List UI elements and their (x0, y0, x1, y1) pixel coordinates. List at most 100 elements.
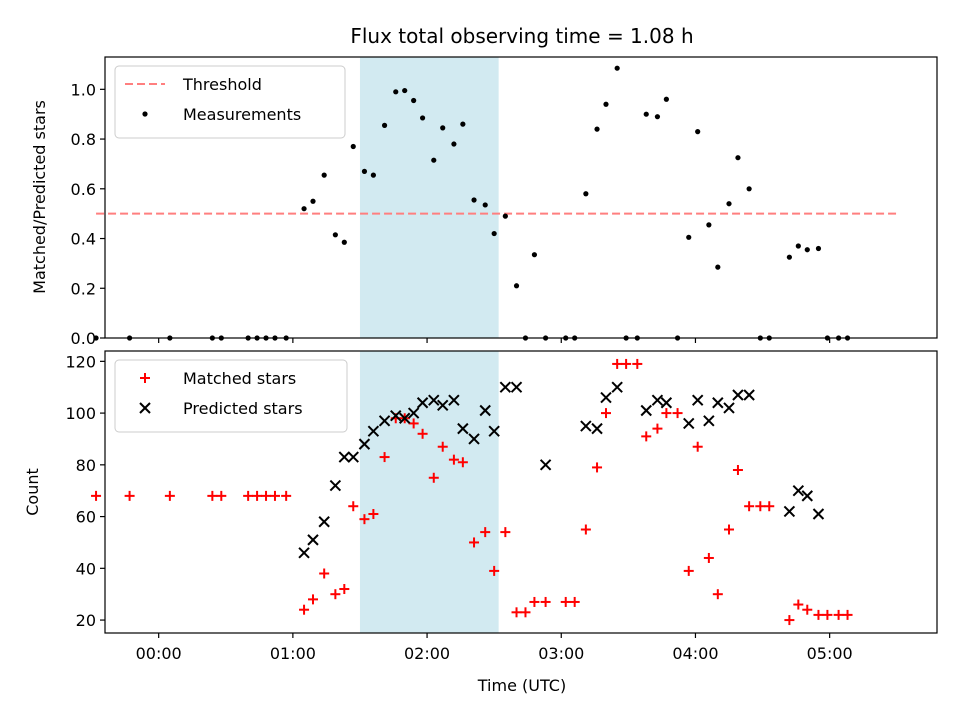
data-point (686, 234, 692, 240)
legend-swatch (142, 111, 148, 117)
data-point (91, 490, 102, 501)
plot-frame (104, 56, 938, 339)
x-tick-label: 04:00 (672, 644, 718, 663)
data-point (93, 335, 99, 341)
data-point (339, 584, 350, 595)
x-axis-label: Time (UTC) (477, 676, 566, 695)
data-point (417, 428, 428, 439)
data-point (600, 408, 611, 419)
chart-title: Flux total observing time = 1.08 h (350, 24, 693, 48)
data-point (510, 381, 523, 393)
data-point (431, 157, 437, 163)
data-point (124, 490, 135, 501)
data-point (338, 451, 351, 463)
data-point (724, 524, 734, 535)
data-point (298, 547, 310, 559)
y-tick-label: 0.2 (71, 279, 96, 298)
data-point (393, 89, 399, 95)
data-point (243, 490, 254, 501)
data-point (310, 198, 316, 204)
legend-entry: Matched stars (140, 369, 296, 388)
x-tick-label: 00:00 (136, 644, 182, 663)
data-point (457, 457, 468, 468)
data-point (469, 537, 480, 548)
data-point (308, 594, 318, 605)
data-point (281, 490, 292, 501)
observing-window-span (359, 57, 499, 338)
data-point (479, 404, 491, 417)
data-point (319, 568, 330, 579)
data-point (499, 381, 512, 393)
data-point (600, 391, 612, 404)
data-point (437, 441, 448, 452)
data-point (641, 431, 652, 442)
data-point (732, 389, 744, 401)
data-point (784, 615, 795, 626)
measurements-panel: 0.0 0.2 0.4 0.6 0.8 1.0 Threshold Measurements (71, 56, 938, 348)
data-point (164, 490, 175, 501)
data-point (390, 409, 402, 422)
data-point (448, 454, 459, 465)
data-point (520, 607, 531, 618)
data-point (764, 501, 775, 512)
data-point (812, 508, 825, 520)
data-point (368, 508, 379, 519)
data-point (416, 397, 429, 409)
data-point (651, 394, 664, 406)
plot-frame (104, 350, 938, 634)
data-point (672, 408, 683, 419)
data-point (621, 358, 632, 369)
data-point (703, 415, 715, 427)
legend-swatch (139, 402, 151, 414)
data-point (744, 501, 755, 512)
series-matched-stars (91, 358, 853, 626)
data-point (216, 490, 227, 501)
y-tick-label: 0.4 (71, 230, 96, 249)
data-point (695, 129, 701, 135)
data-point (379, 452, 390, 463)
data-point (712, 589, 723, 600)
data-point (307, 534, 319, 546)
data-point (802, 604, 813, 615)
data-point (743, 389, 755, 401)
data-point (341, 239, 347, 245)
legend-entry: Predicted stars (139, 399, 303, 418)
data-point (408, 418, 419, 429)
data-point (398, 412, 411, 424)
data-point (491, 230, 497, 237)
data-point (329, 479, 342, 492)
data-point (591, 422, 603, 435)
data-point (531, 252, 538, 258)
legend-swatch (140, 373, 150, 383)
data-point (402, 87, 408, 94)
data-point (511, 607, 522, 618)
data-point (663, 96, 669, 102)
data-point (361, 168, 368, 174)
data-point (594, 126, 600, 132)
data-point (580, 420, 592, 432)
data-point (792, 484, 805, 497)
data-point (419, 115, 426, 121)
legend-label: Predicted stars (183, 399, 303, 418)
legend: Matched stars Predicted stars (114, 359, 348, 433)
data-point (661, 408, 672, 419)
y-tick-label: 40 (76, 559, 96, 578)
data-point (715, 264, 721, 270)
data-point (735, 155, 741, 161)
data-point (611, 381, 623, 393)
data-point (683, 417, 695, 430)
data-point (350, 143, 356, 150)
data-point (529, 596, 540, 607)
counts-panel: 00:00 01:00 02:00 03:00 04:00 05:00 20 40 60 80 10… (65, 350, 938, 663)
data-point (299, 604, 310, 615)
data-point (207, 490, 218, 501)
series-predicted-stars (298, 381, 825, 559)
legend-label: Measurements (183, 105, 301, 124)
data-point (359, 514, 370, 525)
data-point (367, 425, 380, 437)
data-point (252, 490, 263, 501)
data-point (569, 596, 580, 607)
data-point (726, 201, 732, 207)
data-point (580, 524, 591, 535)
